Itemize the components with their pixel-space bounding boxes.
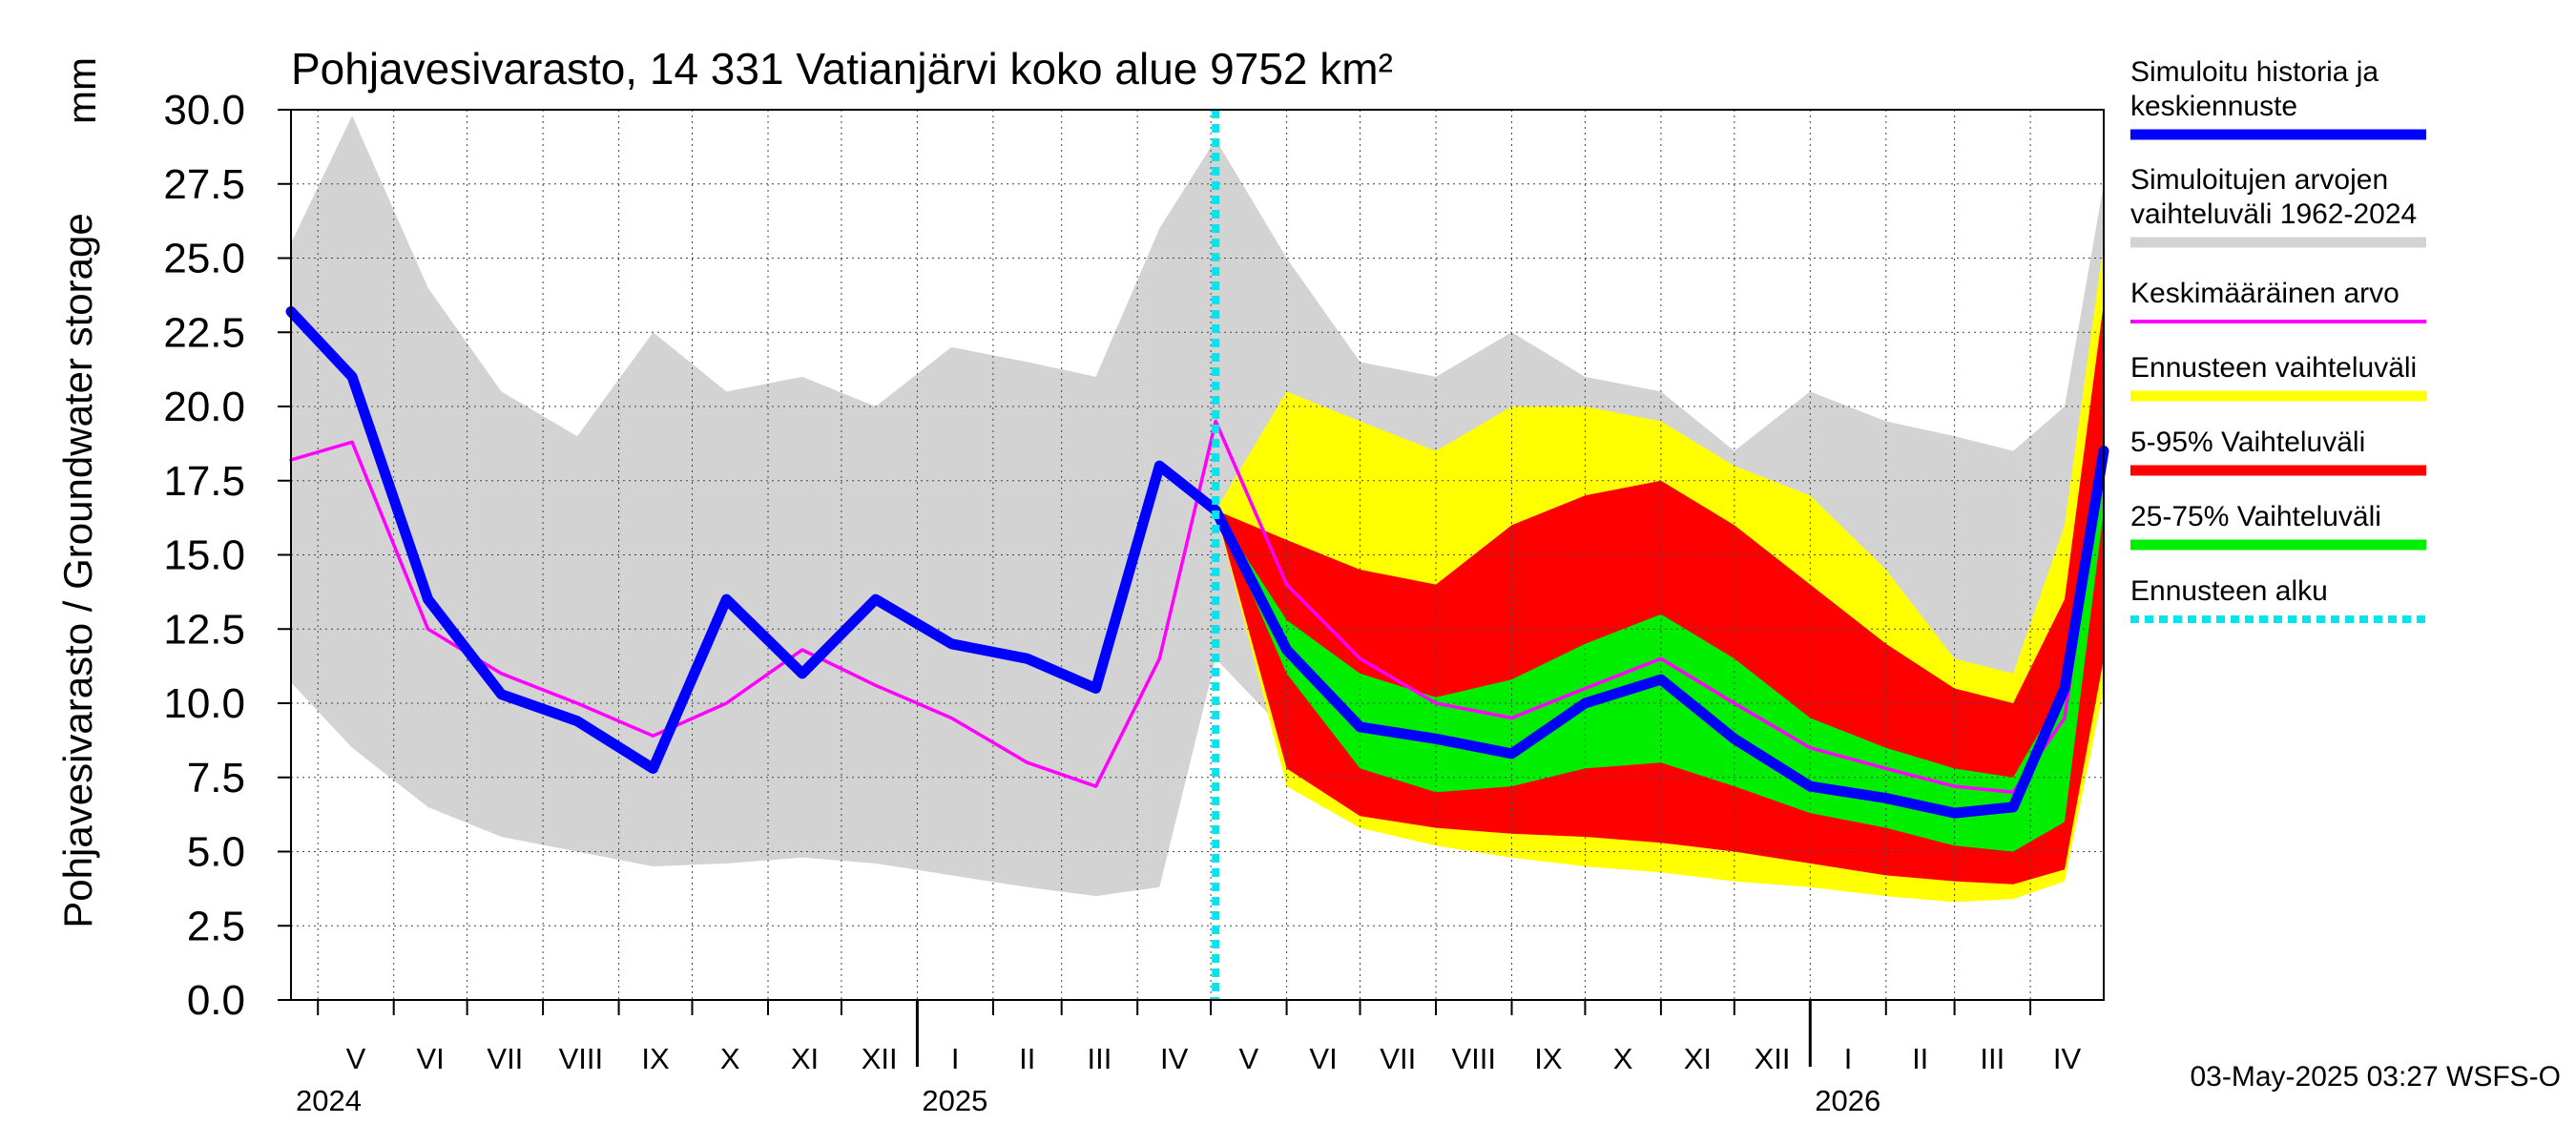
- y-tick-label: 5.0: [187, 829, 245, 876]
- x-year-label: 2025: [922, 1084, 987, 1117]
- y-tick-label: 10.0: [163, 680, 245, 727]
- x-month-label: XI: [1684, 1042, 1712, 1075]
- x-month-label: V: [1239, 1042, 1259, 1075]
- x-month-label: XII: [1755, 1042, 1791, 1075]
- legend-label: vaihteluväli 1962-2024: [2130, 198, 2417, 230]
- legend-label: Ennusteen alku: [2130, 575, 2328, 607]
- x-month-label: VIII: [559, 1042, 604, 1075]
- x-month-label: IV: [2053, 1042, 2082, 1075]
- x-month-label: I: [951, 1042, 960, 1075]
- x-month-label: VII: [1380, 1042, 1416, 1075]
- y-tick-label: 0.0: [187, 977, 245, 1024]
- x-month-label: XI: [791, 1042, 819, 1075]
- x-month-label: IX: [641, 1042, 670, 1075]
- x-month-label: II: [1019, 1042, 1035, 1075]
- y-axis-label: Pohjavesivarasto / Groundwater storage: [55, 213, 100, 927]
- line-keskim-r-inen-arvo: [289, 419, 2106, 795]
- y-tick-label: 12.5: [163, 606, 245, 653]
- x-axis: V VI VII VIII IX X XI XII I II III IV V VI VII VIII IX X X…: [296, 1000, 2082, 1117]
- legend-label: Keskimääräinen arvo: [2130, 278, 2399, 309]
- line-simuloitu-historia-ja-keskiennuste: [285, 306, 2109, 819]
- y-tick-label: 25.0: [163, 236, 245, 282]
- x-month-label: X: [1613, 1042, 1633, 1075]
- legend-label: keskiennuste: [2130, 91, 2297, 122]
- y-axis-ticks: 0.0 2.5 5.0 7.5 10.0 12.5 15.0 17.5 20.0 22.5 25.0…: [163, 87, 291, 1024]
- x-month-label: XII: [862, 1042, 898, 1075]
- x-month-label: VI: [1309, 1042, 1337, 1075]
- x-month-label: III: [1088, 1042, 1112, 1075]
- y-tick-label: 7.5: [187, 755, 245, 802]
- x-month-label: II: [1912, 1042, 1928, 1075]
- y-tick-label: 15.0: [163, 532, 245, 579]
- y-tick-label: 22.5: [163, 309, 245, 356]
- legend-label: Simuloitujen arvojen: [2130, 164, 2388, 196]
- y-tick-label: 30.0: [163, 87, 245, 134]
- y-tick-label: 17.5: [163, 458, 245, 505]
- footer-timestamp: 03-May-2025 03:27 WSFS-O: [2191, 1061, 2562, 1093]
- x-month-label: VI: [417, 1042, 445, 1075]
- x-month-label: IX: [1534, 1042, 1563, 1075]
- x-month-label: V: [346, 1042, 366, 1075]
- x-year-label: 2024: [296, 1084, 362, 1117]
- x-month-label: III: [1980, 1042, 2005, 1075]
- x-month-label: I: [1844, 1042, 1853, 1075]
- y-axis-unit: mm: [59, 57, 104, 124]
- x-year-label: 2026: [1815, 1084, 1880, 1117]
- legend-label: 25-75% Vaihteluväli: [2130, 501, 2381, 532]
- legend-label: Ennusteen vaihteluväli: [2130, 352, 2417, 384]
- y-tick-label: 27.5: [163, 161, 245, 208]
- legend-label: Simuloitu historia ja: [2130, 56, 2379, 88]
- legend-label: 5-95% Vaihteluväli: [2130, 427, 2365, 458]
- y-tick-label: 2.5: [187, 903, 245, 949]
- range-areas: [291, 115, 2104, 903]
- series-lines: [285, 110, 2109, 1000]
- chart-title: Pohjavesivarasto, 14 331 Vatianjärvi kok…: [291, 44, 1393, 94]
- y-tick-label: 20.0: [163, 384, 245, 430]
- x-month-label: VIII: [1451, 1042, 1496, 1075]
- x-month-label: IV: [1160, 1042, 1189, 1075]
- x-month-label: X: [720, 1042, 740, 1075]
- band-25-75-vaihteluv-li: [1215, 450, 2104, 852]
- x-month-label: VII: [487, 1042, 523, 1075]
